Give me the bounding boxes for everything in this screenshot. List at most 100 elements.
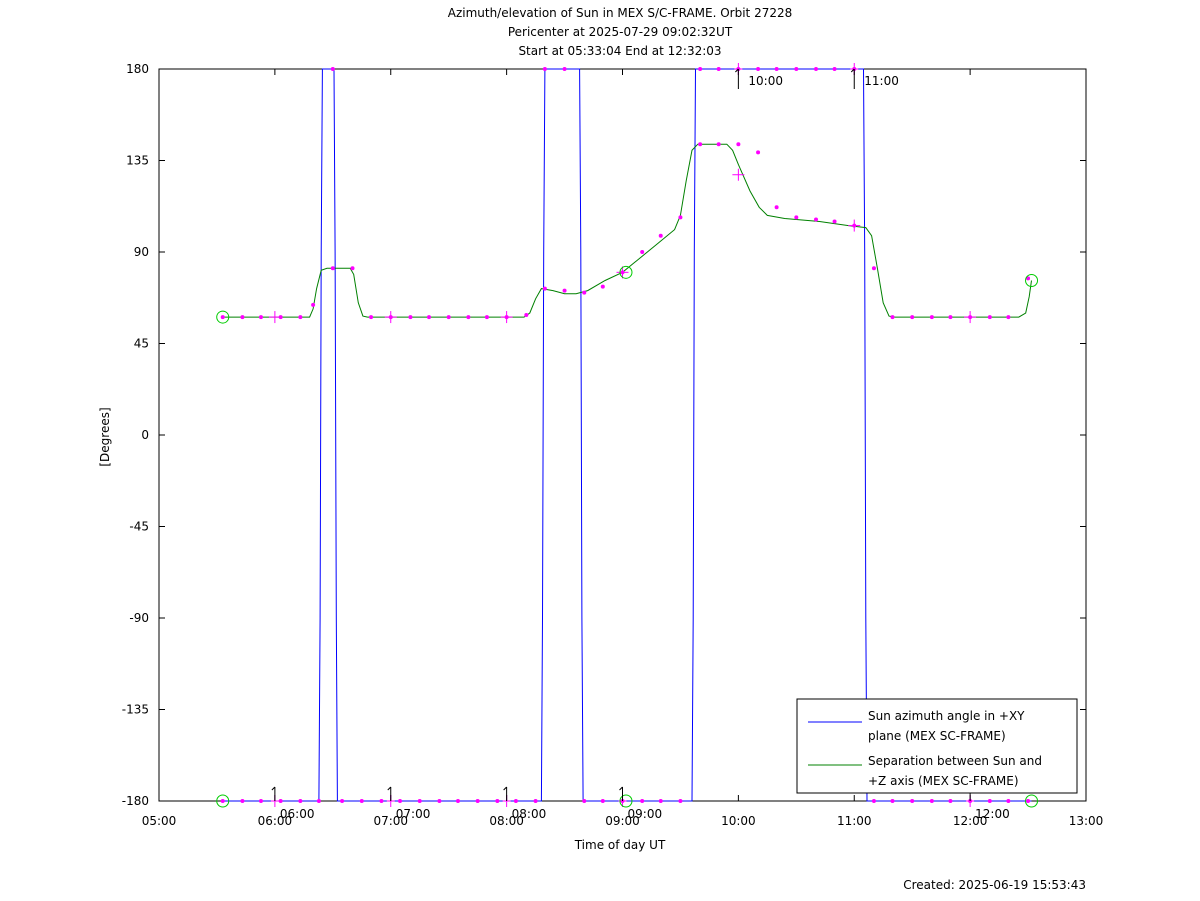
azimuth-data-point	[495, 799, 500, 803]
azimuth-data-point	[240, 799, 245, 803]
hour-marker-label: 12:00	[975, 807, 1010, 821]
hour-marker-tick	[850, 68, 855, 89]
azimuth-data-point	[871, 799, 876, 803]
azimuth-data-point	[542, 67, 547, 71]
start-end-circle	[216, 794, 230, 808]
x-tick-label: 05:00	[142, 814, 177, 828]
legend-label-azimuth-line-2: plane (MEX SC-FRAME)	[868, 729, 1006, 743]
y-tick-label: -180	[122, 794, 149, 808]
hour-marker-label: 07:00	[396, 807, 431, 821]
separation-data-point	[466, 315, 471, 320]
azimuth-data-point	[475, 799, 480, 803]
hour-markers: 06:00 07:00 08:00 09:00 10:00 11:00 12:00	[271, 68, 1010, 821]
start-end-circle	[216, 310, 230, 324]
y-axis-tick-labels: 180 135 90 45 0 -45 -90 -135 -180	[122, 62, 149, 808]
separation-data-point	[600, 284, 605, 289]
plot-area	[158, 68, 1087, 802]
separation-data-point	[658, 233, 663, 238]
hour-marker-tick	[503, 786, 508, 801]
footer-created: Created: 2025-06-19 15:53:43	[903, 878, 1086, 892]
separation-data-point	[1026, 276, 1031, 281]
azimuth-data-point	[398, 799, 403, 803]
azimuth-data-point	[513, 799, 518, 803]
separation-data-point	[311, 302, 316, 307]
azimuth-data-point	[379, 799, 384, 803]
hour-marker-tick	[735, 68, 739, 89]
separation-data-point	[582, 290, 587, 295]
separation-data-point	[716, 142, 721, 147]
separation-data-point	[774, 205, 779, 210]
separation-data-point	[258, 315, 263, 320]
separation-data-point	[871, 266, 876, 271]
hour-marker-tick	[387, 786, 392, 801]
azimuth-data-point	[756, 67, 761, 71]
separation-data-point	[369, 315, 374, 320]
y-tick-label: 0	[141, 428, 149, 442]
x-tick-label: 11:00	[837, 814, 872, 828]
separation-data-point	[910, 315, 915, 320]
separation-data-point	[484, 315, 489, 320]
separation-data-point	[948, 315, 953, 320]
azimuth-data-point	[562, 67, 567, 71]
separation-data-point	[350, 266, 355, 271]
x-tick-label: 08:00	[489, 814, 524, 828]
azimuth-data-point	[1006, 799, 1011, 803]
separation-data-point	[298, 315, 303, 320]
separation-data-point	[640, 250, 645, 254]
x-tick-label: 09:00	[605, 814, 640, 828]
azimuth-data-point	[774, 67, 779, 71]
y-tick-label: 45	[134, 337, 149, 351]
separation-data-point	[929, 315, 934, 320]
azimuth-data-point	[316, 799, 321, 803]
hour-marker-tick	[271, 786, 276, 801]
hour-marker-label: 09:00	[628, 807, 663, 821]
chart-title-line-2: Pericenter at 2025-07-29 09:02:32UT	[508, 25, 733, 39]
legend-box	[796, 698, 1078, 794]
start-end-circle	[619, 794, 633, 808]
separation-data-point	[220, 315, 225, 320]
x-tick-label: 06:00	[258, 814, 293, 828]
azimuth-data-point	[716, 67, 721, 71]
separation-data-point	[794, 215, 799, 220]
separation-data-point	[756, 150, 761, 155]
y-tick-label: 180	[126, 62, 149, 76]
x-tick-label: 07:00	[373, 814, 408, 828]
separation-data-point	[678, 215, 683, 220]
separation-data-point	[426, 315, 431, 320]
legend-label-separation-line-1: Separation between Sun and	[868, 754, 1042, 768]
y-tick-label: 135	[126, 154, 149, 168]
azimuth-data-point	[278, 799, 283, 803]
azimuth-data-point	[698, 67, 703, 71]
azimuth-data-point	[533, 799, 538, 803]
azimuth-data-point	[455, 799, 460, 803]
x-tick-label: 10:00	[721, 814, 756, 828]
separation-data-point	[698, 142, 703, 147]
azimuth-data-point	[890, 799, 895, 803]
azimuth-data-point	[832, 67, 837, 71]
data-markers	[216, 63, 1039, 808]
separation-data-point	[1006, 315, 1011, 320]
start-end-circle	[619, 265, 633, 279]
x-axis-label: Time of day UT	[574, 838, 666, 852]
azimuth-data-point	[600, 799, 605, 803]
series-line-azimuth	[222, 68, 1032, 802]
azimuth-data-point	[298, 799, 303, 803]
x-tick-label: 12:00	[953, 814, 988, 828]
separation-data-point	[408, 315, 413, 320]
hour-marker-label: 08:00	[512, 807, 547, 821]
legend-label-separation-line-2: +Z axis (MEX SC-FRAME)	[868, 774, 1019, 788]
x-tick-label: 13:00	[1069, 814, 1104, 828]
azimuth-data-point	[359, 799, 364, 803]
separation-data-point	[562, 288, 567, 293]
start-end-circle	[1025, 794, 1039, 808]
separation-data-point	[240, 315, 245, 320]
azimuth-data-point	[948, 799, 953, 803]
azimuth-data-point	[794, 67, 799, 71]
azimuth-data-point	[929, 799, 934, 803]
series-line-separation	[222, 143, 1032, 318]
hour-marker-label: 11:00	[864, 74, 899, 88]
chart-title-line-3: Start at 05:33:04 End at 12:32:03	[518, 44, 721, 58]
y-tick-label: 90	[134, 245, 149, 259]
separation-data-point	[524, 313, 529, 318]
separation-data-point	[832, 219, 837, 224]
